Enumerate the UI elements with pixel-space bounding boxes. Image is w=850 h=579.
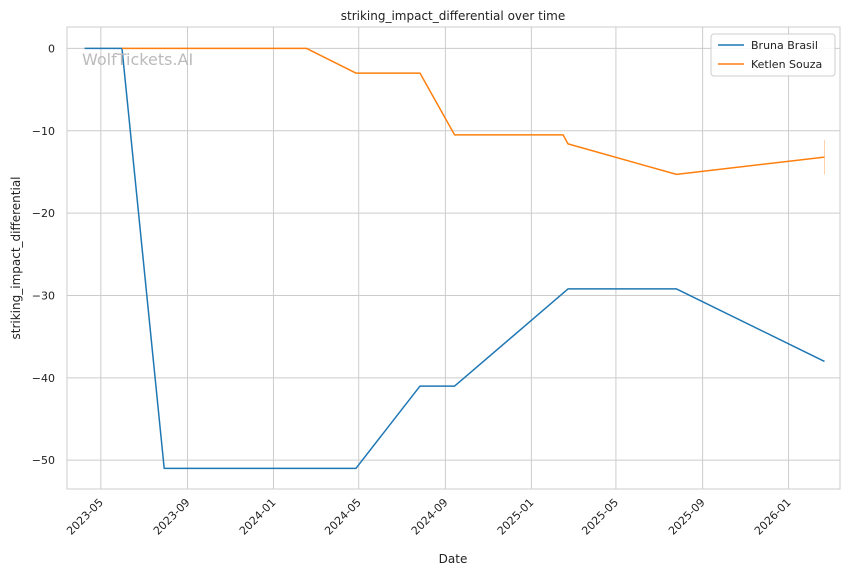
- x-axis-label: Date: [439, 552, 468, 566]
- series-line-bruna-brasil: [84, 47, 825, 470]
- legend-label-bruna-brasil: Bruna Brasil: [751, 39, 818, 52]
- legend: Bruna Brasil Ketlen Souza: [710, 33, 836, 77]
- grid: [67, 27, 840, 489]
- y-axis-ticks: 0 −10 −20 −30 −40 −50: [32, 42, 55, 467]
- y-tick-label: −50: [32, 454, 55, 467]
- y-tick-label: −10: [32, 125, 55, 138]
- series-line-ketlen-souza: [122, 47, 825, 176]
- series-layer: [84, 47, 825, 470]
- y-tick-label: −30: [32, 289, 55, 302]
- y-tick-label: 0: [48, 42, 55, 55]
- y-axis-label: striking_impact_differential: [9, 176, 23, 339]
- y-tick-label: −20: [32, 207, 55, 220]
- legend-label-ketlen-souza: Ketlen Souza: [751, 58, 822, 71]
- plot-area: [66, 26, 841, 490]
- chart-title: striking_impact_differential over time: [341, 9, 566, 23]
- y-tick-label: −40: [32, 372, 55, 385]
- watermark: WolfTickets.AI: [82, 50, 193, 69]
